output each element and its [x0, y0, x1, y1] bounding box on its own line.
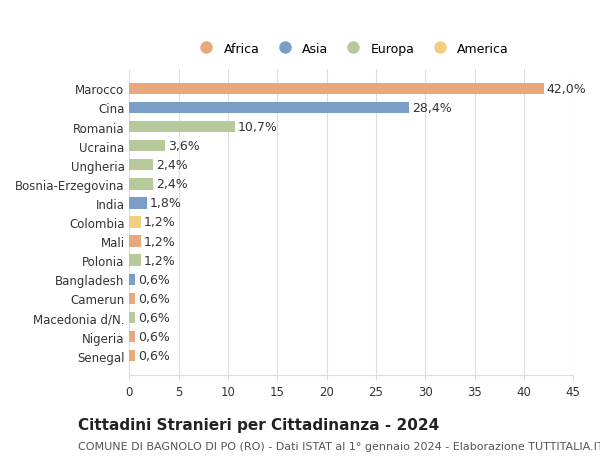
Bar: [130, 217, 141, 228]
Text: Cittadini Stranieri per Cittadinanza - 2024: Cittadini Stranieri per Cittadinanza - 2…: [78, 417, 439, 432]
Text: 10,7%: 10,7%: [238, 121, 278, 134]
Bar: [130, 293, 135, 304]
Text: 42,0%: 42,0%: [547, 83, 586, 95]
Text: 1,2%: 1,2%: [144, 235, 176, 248]
Text: 28,4%: 28,4%: [412, 102, 452, 115]
Text: 0,6%: 0,6%: [138, 292, 170, 305]
Text: 0,6%: 0,6%: [138, 349, 170, 362]
Bar: [130, 274, 135, 285]
Bar: [130, 122, 235, 133]
Bar: [130, 312, 135, 324]
Bar: [130, 84, 544, 95]
Text: 3,6%: 3,6%: [168, 140, 200, 153]
Bar: [130, 331, 135, 342]
Text: 0,6%: 0,6%: [138, 330, 170, 343]
Bar: [130, 140, 165, 152]
Bar: [130, 255, 141, 266]
Bar: [130, 236, 141, 247]
Text: 0,6%: 0,6%: [138, 311, 170, 324]
Bar: [130, 350, 135, 362]
Bar: [130, 198, 147, 209]
Text: COMUNE DI BAGNOLO DI PO (RO) - Dati ISTAT al 1° gennaio 2024 - Elaborazione TUTT: COMUNE DI BAGNOLO DI PO (RO) - Dati ISTA…: [78, 441, 600, 451]
Text: 1,2%: 1,2%: [144, 216, 176, 229]
Bar: [130, 160, 153, 171]
Text: 2,4%: 2,4%: [156, 159, 188, 172]
Text: 0,6%: 0,6%: [138, 273, 170, 286]
Bar: [130, 179, 153, 190]
Text: 1,8%: 1,8%: [150, 197, 182, 210]
Legend: Africa, Asia, Europa, America: Africa, Asia, Europa, America: [190, 39, 512, 60]
Text: 1,2%: 1,2%: [144, 254, 176, 267]
Bar: [130, 102, 409, 114]
Text: 2,4%: 2,4%: [156, 178, 188, 191]
